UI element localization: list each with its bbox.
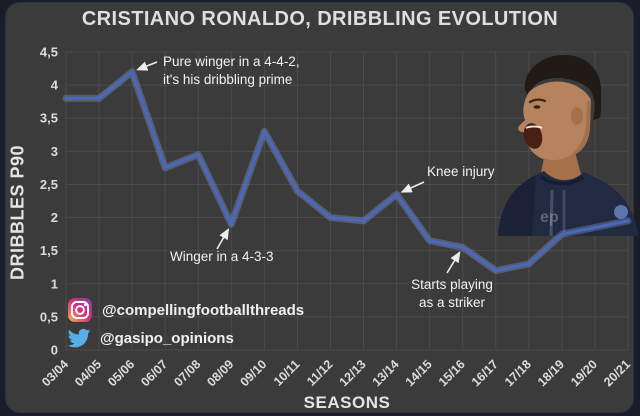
ronaldo-hair (524, 55, 601, 112)
twitter-handle: @gasipo_opinions (100, 330, 234, 347)
annotation-knee-injury: Knee injury (427, 164, 495, 179)
instagram-icon (68, 298, 92, 322)
twitter-credit: @gasipo_opinions (66, 326, 234, 351)
annotation-text-line: Starts playing (411, 277, 493, 292)
twitter-icon (67, 328, 91, 348)
ronaldo-eye (533, 105, 541, 109)
annotation-arrow-dribbling-prime (136, 61, 158, 71)
annotation-text-line: Pure winger in a 4-4-2, (163, 54, 300, 69)
ronaldo-sleeve-badge (614, 205, 628, 219)
ronaldo-jersey-stripe (549, 189, 554, 236)
annotation-arrow-starts-striker (446, 251, 461, 274)
annotation-text-line: as a striker (419, 295, 486, 310)
y-tick-label: 0,5 (40, 309, 58, 324)
annotation-starts-striker: Starts playing as a striker (411, 277, 493, 310)
instagram-credit: @compellingfootballthreads (67, 297, 304, 323)
ronaldo-open-mouth (523, 123, 543, 149)
annotation-winger-433: Winger in a 4-3-3 (170, 249, 274, 264)
instagram-handle: @compellingfootballthreads (102, 301, 305, 319)
annotation-arrow-knee-injury (400, 181, 425, 193)
y-tick-label: 2 (51, 210, 58, 225)
y-tick-label: 4 (51, 78, 59, 93)
ronaldo-face-shade (566, 100, 591, 158)
dribbles-line-glow (62, 68, 632, 275)
y-axis-title: DRIBBLES P90 (7, 144, 28, 281)
y-tick-label: 0 (51, 343, 58, 358)
annotation-arrow-winger-433 (216, 227, 230, 250)
y-tick-label: 2,5 (40, 177, 58, 192)
y-tick-label: 3,5 (40, 111, 58, 126)
ronaldo-sponsor-text: ep (540, 209, 559, 226)
dribbles-line (64, 70, 630, 273)
ronaldo-brow (528, 98, 547, 104)
annotation-dribbling-prime: Pure winger in a 4-4-2, it's his dribblin… (163, 54, 300, 87)
y-tick-label: 1,5 (40, 243, 58, 258)
ronaldo-ear (571, 107, 583, 125)
x-axis-title: SEASONS (303, 393, 391, 412)
ronaldo-neck (540, 152, 582, 184)
ronaldo-hair-back (583, 78, 601, 120)
ronaldo-jersey-shade (498, 175, 536, 236)
ronaldo-photo: ep (498, 55, 638, 236)
ronaldo-teeth (525, 125, 543, 129)
y-tick-label: 4,5 (40, 45, 58, 60)
ronaldo-collar (540, 175, 584, 186)
annotation-text-line: Winger in a 4-3-3 (170, 249, 274, 264)
page-title: CRISTIANO RONALDO, DRIBBLING EVOLUTION (81, 8, 559, 30)
y-tick-label: 3 (51, 144, 58, 159)
y-tick-label: 1 (51, 276, 58, 291)
annotation-text-line: it's his dribbling prime (163, 72, 292, 87)
annotation-text-line: Knee injury (427, 164, 495, 179)
